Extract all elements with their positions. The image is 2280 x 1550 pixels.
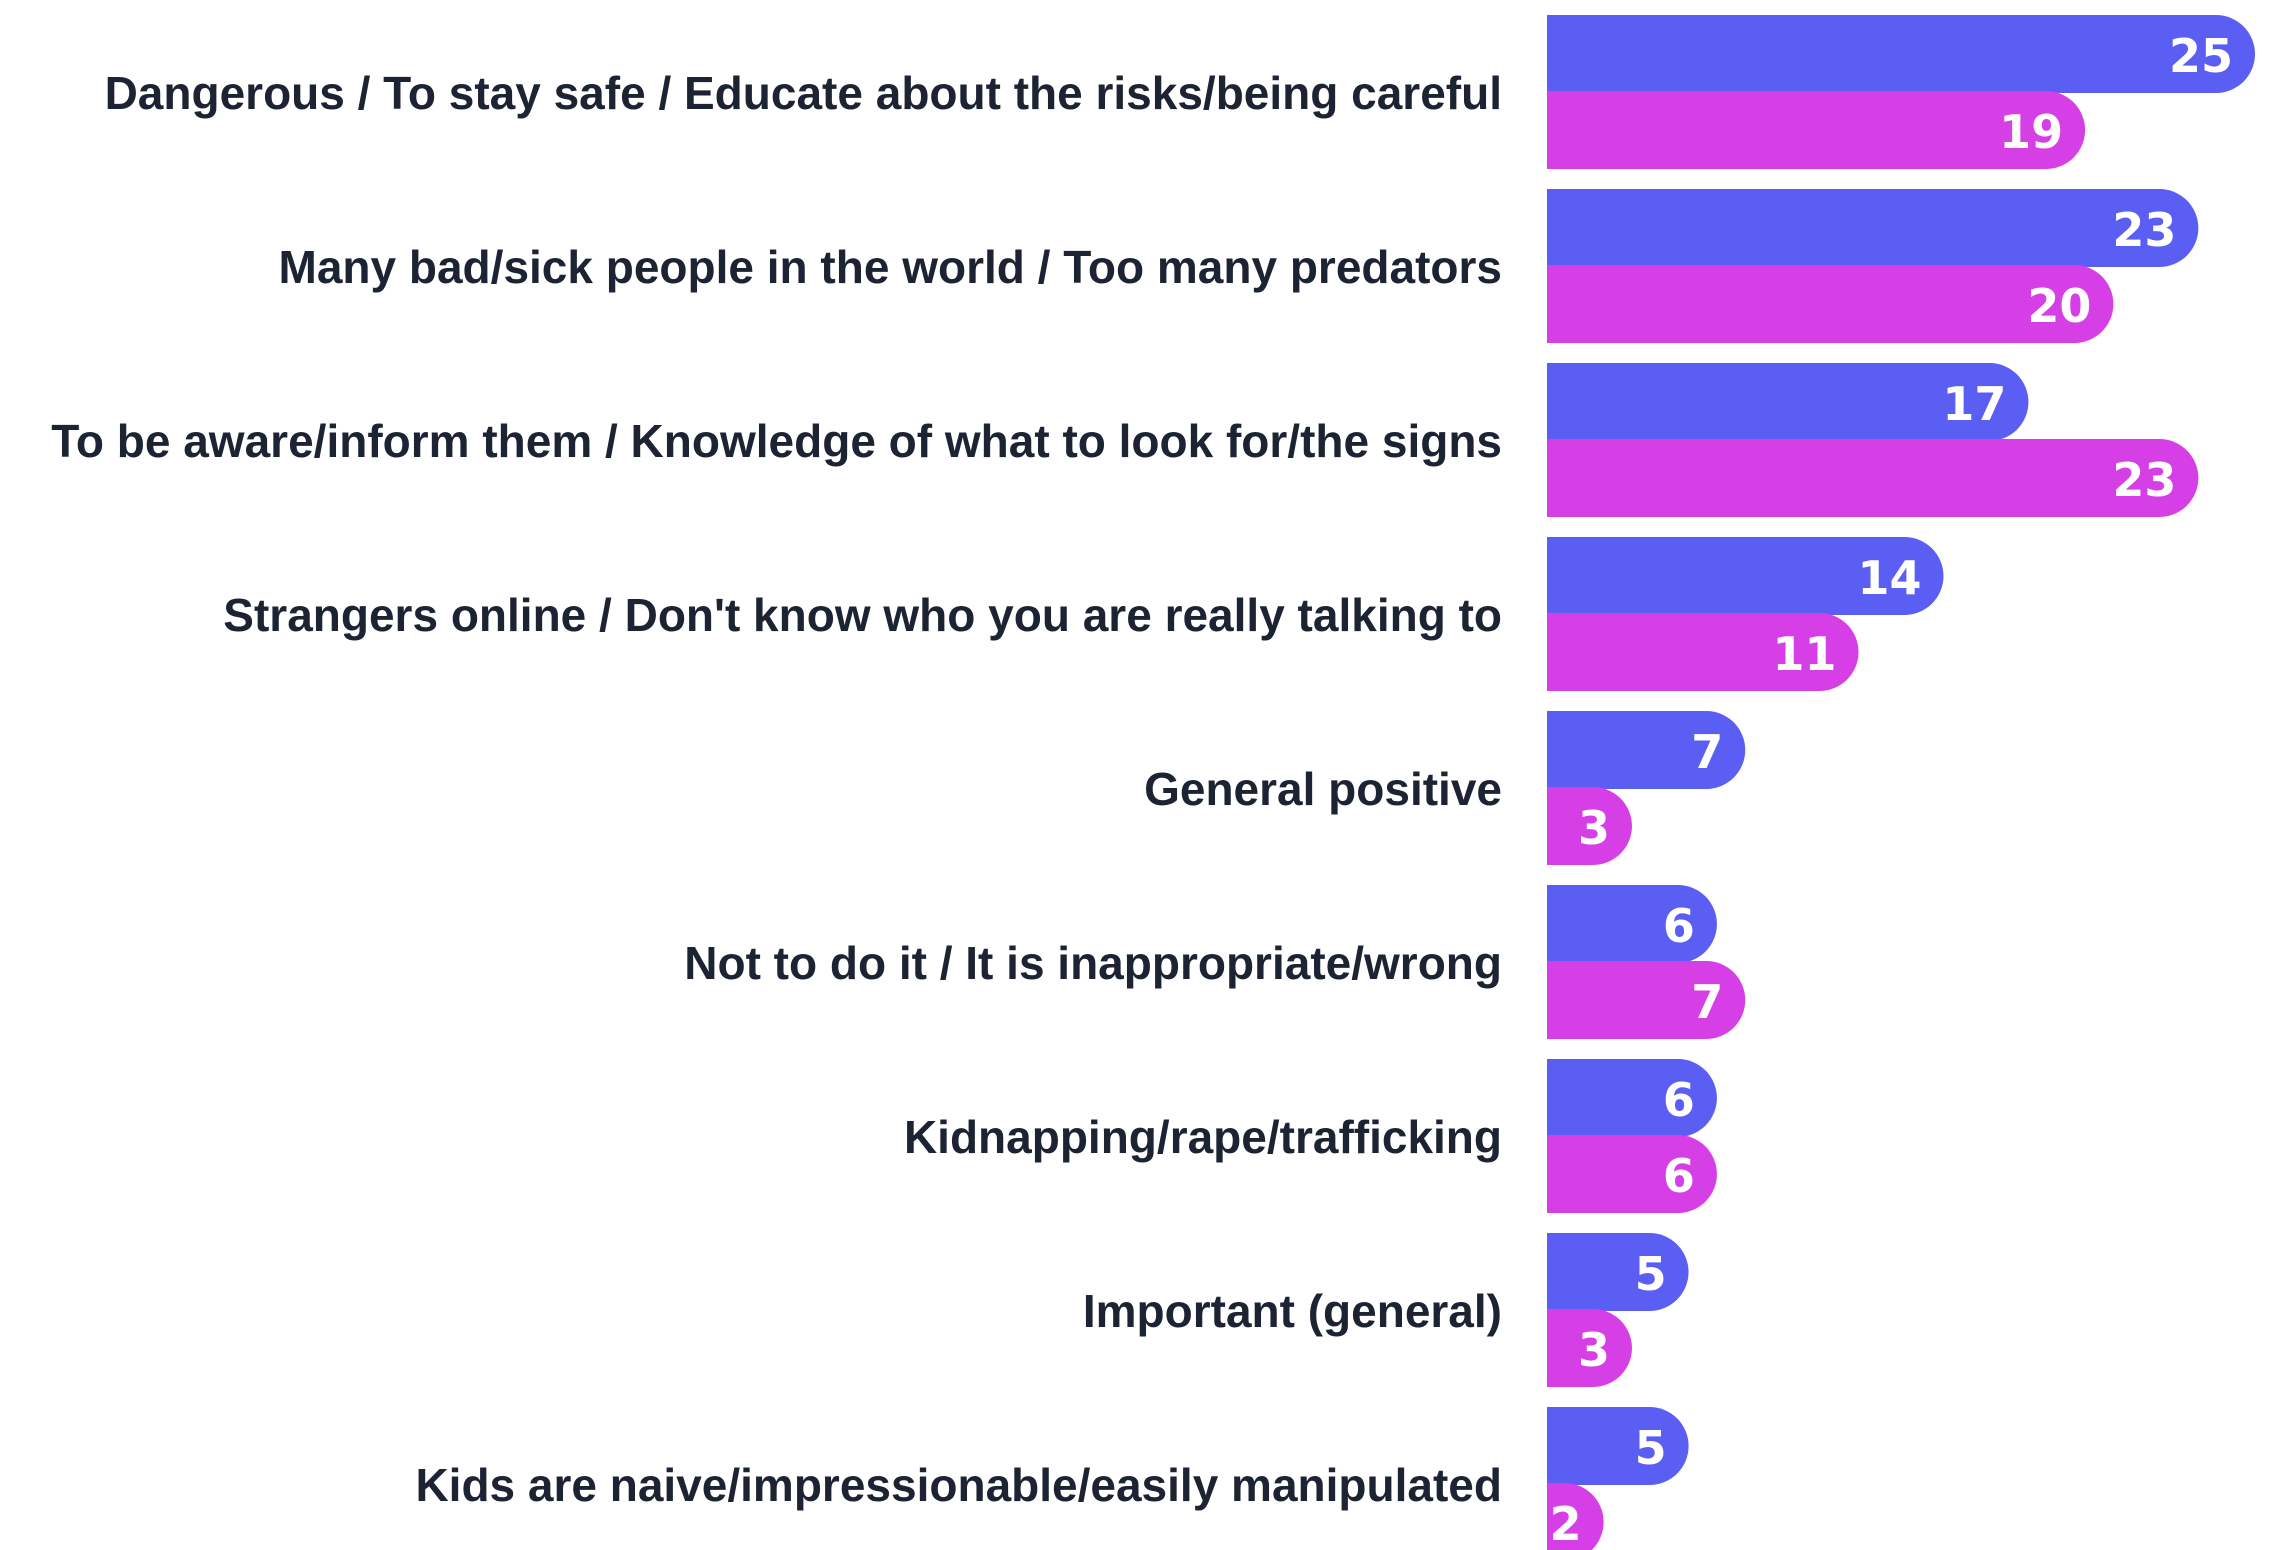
data-label: 7 [1691,725,1723,779]
data-label: 6 [1663,1073,1695,1127]
category-label: Not to do it / It is inappropriate/wrong [684,937,1502,989]
data-label: 2 [1550,1497,1582,1550]
bar-series-1 [1547,1233,1689,1311]
category-label: Important (general) [1083,1285,1502,1337]
data-label: 25 [2169,29,2233,83]
bar-series-1 [1547,885,1717,963]
bar-series-1 [1547,537,1944,615]
data-label: 7 [1691,975,1723,1029]
category-label: To be aware/inform them / Knowledge of w… [51,415,1502,467]
bars [1547,15,2255,1550]
data-label: 5 [1635,1247,1667,1301]
bar-series-1 [1547,1407,1689,1485]
bar-series-2 [1547,265,2114,343]
category-label: Dangerous / To stay safe / Educate about… [105,67,1502,119]
category-labels: Dangerous / To stay safe / Educate about… [51,67,1502,1511]
bar-series-1 [1547,711,1746,789]
bar-series-1 [1547,363,2029,441]
bar-series-1 [1547,15,2255,93]
bar-series-2 [1547,1309,1632,1387]
data-label: 5 [1635,1421,1667,1475]
bar-series-2 [1547,787,1632,865]
data-label: 3 [1578,1323,1610,1377]
bar-series-2 [1547,91,2086,169]
data-label: 23 [2112,453,2176,507]
category-label: Strangers online / Don't know who you ar… [223,589,1502,641]
category-label: General positive [1144,763,1502,815]
bar-series-2 [1547,961,1746,1039]
bar-series-2 [1547,1483,1604,1550]
data-label: 6 [1663,899,1695,953]
data-label: 17 [1942,377,2006,431]
category-label: Kidnapping/rape/trafficking [904,1111,1502,1163]
bar-series-2 [1547,1135,1717,1213]
bar-series-2 [1547,613,1859,691]
data-label: 20 [2027,279,2091,333]
data-label: 14 [1857,551,1921,605]
category-label: Kids are naive/impressionable/easily man… [415,1459,1502,1511]
data-label: 3 [1578,801,1610,855]
data-label: 6 [1663,1149,1695,1203]
bar-series-1 [1547,1059,1717,1137]
category-label: Many bad/sick people in the world / Too … [279,241,1502,293]
data-label: 19 [1999,105,2063,159]
bar-series-1 [1547,189,2199,267]
data-label: 23 [2112,203,2176,257]
data-label: 11 [1773,627,1837,681]
bar-series-2 [1547,439,2199,517]
